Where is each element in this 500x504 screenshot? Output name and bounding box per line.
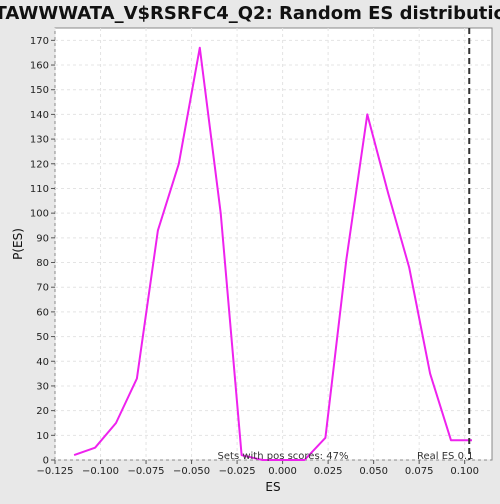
y-tick-label: 130 xyxy=(30,135,49,146)
x-axis-ticks: −0.125 −0.100 −0.075 −0.050 −0.025 0.000 0.025… xyxy=(36,460,479,477)
es-distribution-line xyxy=(73,46,472,461)
pos-scores-annotation: Sets with pos scores: 47% xyxy=(218,451,349,462)
x-tick-label: −0.025 xyxy=(219,466,256,477)
y-tick-label: 40 xyxy=(36,357,49,368)
plot-area xyxy=(54,27,493,461)
y-tick-label: 70 xyxy=(36,283,49,294)
y-gridlines xyxy=(55,39,492,461)
x-gridlines xyxy=(54,28,466,460)
y-tick-label: 140 xyxy=(30,110,49,121)
chart-title: CTAWWWATA_V$RSRFC4_Q2: Random ES distrib… xyxy=(0,3,500,24)
y-tick-label: 150 xyxy=(30,85,49,96)
y-axis-label: P(ES) xyxy=(11,228,25,260)
y-tick-label: 90 xyxy=(36,233,49,244)
x-tick-label: 0.025 xyxy=(314,466,343,477)
y-tick-label: 0 xyxy=(43,456,49,467)
y-tick-label: 120 xyxy=(30,159,49,170)
x-tick-label: −0.075 xyxy=(128,466,165,477)
y-tick-label: 10 xyxy=(36,431,49,442)
real-es-label: Real ES 0.1 xyxy=(417,451,473,462)
x-axis-label: ES xyxy=(265,480,280,494)
x-tick-label: 0.100 xyxy=(450,466,479,477)
y-tick-label: 60 xyxy=(36,307,49,318)
x-tick-label: −0.125 xyxy=(36,466,73,477)
x-tick-label: 0.075 xyxy=(405,466,434,477)
y-axis-ticks: 0 10 20 30 40 50 60 70 80 90 100 110 120 130 140 150 160… xyxy=(30,36,55,467)
y-tick-label: 160 xyxy=(30,61,49,72)
y-tick-label: 50 xyxy=(36,332,49,343)
y-tick-label: 20 xyxy=(36,406,49,417)
y-tick-label: 110 xyxy=(30,184,49,195)
y-tick-label: 30 xyxy=(36,381,49,392)
series-layer xyxy=(73,46,472,461)
x-tick-label: 0.000 xyxy=(268,466,297,477)
y-tick-label: 100 xyxy=(30,209,49,220)
x-tick-label: −0.050 xyxy=(173,466,210,477)
x-tick-label: 0.050 xyxy=(359,466,388,477)
x-tick-label: −0.100 xyxy=(82,466,119,477)
y-tick-label: 170 xyxy=(30,36,49,47)
reference-layer: Real ES 0.1 xyxy=(417,28,473,462)
y-tick-label: 80 xyxy=(36,258,49,269)
